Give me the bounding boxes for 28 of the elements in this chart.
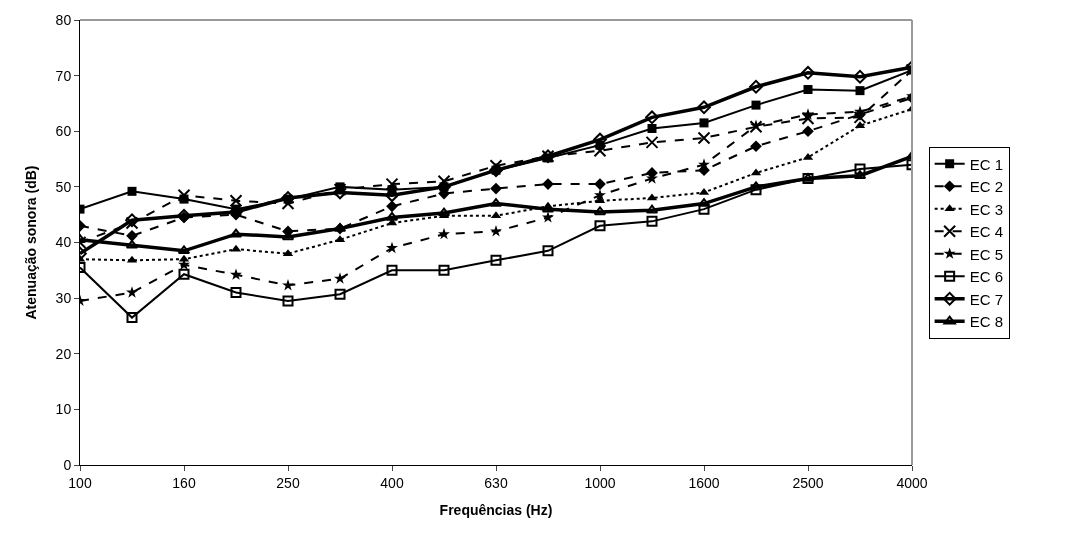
y-axis-title: Atenuação sonora (dB) [23,165,40,320]
y-tick-label: 60 [55,123,72,140]
y-tick-label: 40 [55,234,72,251]
y-tick-label: 20 [55,345,72,362]
legend-label: EC 2 [969,178,1003,196]
legend-label: EC 4 [969,223,1003,241]
x-tick-label: 250 [276,474,300,491]
legend-label: EC 1 [969,155,1003,173]
x-tick-label: 2500 [792,474,824,491]
y-tick-label: 80 [55,11,72,28]
x-tick-label: 1600 [688,474,720,491]
y-tick-label: 10 [55,401,72,418]
y-tick-label: 0 [63,456,72,473]
x-tick-label: 160 [172,474,196,491]
x-tick-label: 4000 [896,474,928,491]
legend-label: EC 8 [969,313,1003,331]
y-tick-label: 70 [55,67,72,84]
x-tick-label: 100 [68,474,92,491]
x-tick-label: 1000 [584,474,616,491]
legend-label: EC 5 [969,245,1003,263]
y-tick-label: 50 [55,178,72,195]
legend-label: EC 6 [969,268,1003,286]
x-tick-label: 630 [484,474,508,491]
legend-label: EC 3 [969,200,1003,218]
x-tick-label: 400 [380,474,404,491]
y-tick-label: 30 [55,290,72,307]
legend-label: EC 7 [969,290,1003,308]
x-axis-title: Frequências (Hz) [439,502,553,519]
